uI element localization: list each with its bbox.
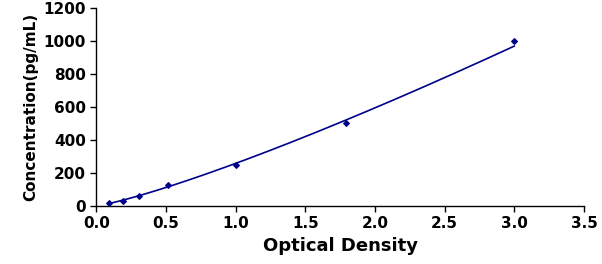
Y-axis label: Concentration(pg/mL): Concentration(pg/mL) [23,13,38,201]
X-axis label: Optical Density: Optical Density [262,237,418,255]
